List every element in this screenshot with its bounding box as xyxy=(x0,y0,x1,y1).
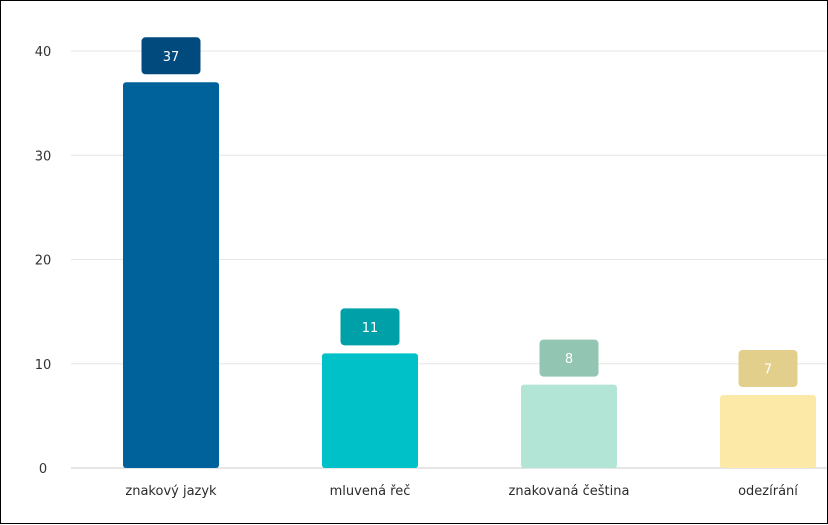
data-label-box xyxy=(141,37,201,75)
category-label: odezírání xyxy=(738,484,798,499)
data-label-box xyxy=(340,308,400,346)
bars xyxy=(123,82,816,469)
bar xyxy=(123,82,219,469)
data-label-box xyxy=(738,350,798,388)
data-label-box xyxy=(539,339,599,377)
data-label: 8 xyxy=(565,352,573,367)
bar xyxy=(720,395,816,468)
category-labels: znakový jazyk mluvená řeč znakovaná češtin… xyxy=(125,484,798,499)
bar xyxy=(521,384,617,468)
y-tick-label: 30 xyxy=(35,149,52,164)
data-labels: 37 11 8 7 xyxy=(141,37,798,388)
category-label: znakový jazyk xyxy=(125,484,217,499)
y-axis-ticks: 0 10 20 30 40 xyxy=(35,45,52,477)
category-label: mluvená řeč xyxy=(330,484,411,499)
y-tick-label: 40 xyxy=(35,45,52,60)
data-label: 37 xyxy=(163,50,180,65)
category-label: znakovaná čeština xyxy=(509,484,630,499)
y-tick-label: 10 xyxy=(35,358,52,373)
y-tick-label: 0 xyxy=(39,462,47,477)
y-tick-label: 20 xyxy=(35,254,52,269)
data-label: 11 xyxy=(362,321,379,336)
bar xyxy=(322,353,418,468)
data-label: 7 xyxy=(764,363,772,378)
